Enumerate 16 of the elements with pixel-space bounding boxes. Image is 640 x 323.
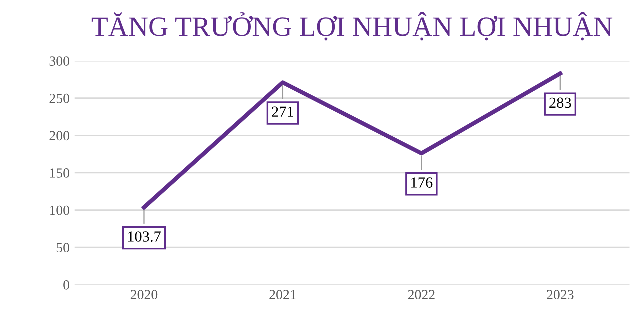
y-tick-label: 250 — [50, 94, 70, 104]
data-label: 271 — [272, 106, 294, 117]
data-label: 283 — [550, 98, 572, 108]
x-tick-label: 2021 — [270, 290, 296, 300]
y-tick-label: 150 — [50, 168, 70, 178]
x-tick-label: 2022 — [408, 290, 435, 300]
x-tick-label: 2023 — [547, 290, 574, 300]
chart-title: TĂNG TRƯỞNG LỢI NHUẬN LỢI NHUẬN — [92, 12, 613, 41]
y-tick-label: 0 — [64, 280, 70, 290]
y-tick-label: 200 — [50, 131, 70, 141]
data-label: 103.7 — [128, 232, 161, 242]
y-tick-label: 50 — [56, 243, 70, 253]
data-label: 176 — [412, 178, 433, 188]
x-tick-label: 2020 — [130, 290, 158, 300]
y-tick-label: 100 — [50, 206, 70, 216]
y-tick-label: 300 — [50, 56, 70, 66]
